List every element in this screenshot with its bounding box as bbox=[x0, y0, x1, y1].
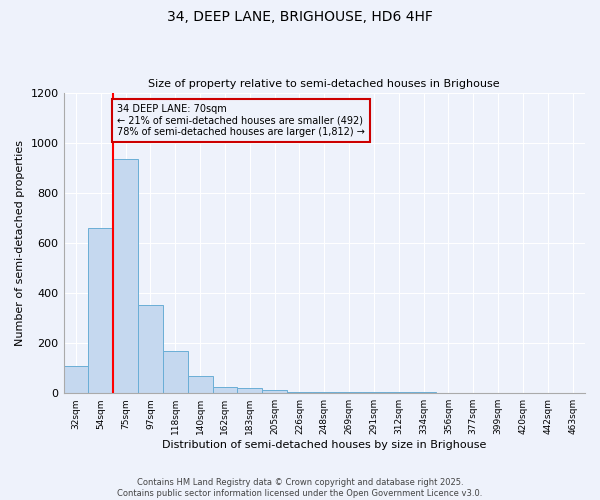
Bar bbox=[188, 376, 212, 393]
Text: 34, DEEP LANE, BRIGHOUSE, HD6 4HF: 34, DEEP LANE, BRIGHOUSE, HD6 4HF bbox=[167, 10, 433, 24]
Bar bbox=[287, 392, 312, 393]
Bar bbox=[411, 392, 436, 393]
Bar bbox=[163, 351, 188, 393]
Bar bbox=[362, 392, 386, 393]
Bar bbox=[212, 387, 238, 393]
Bar bbox=[64, 366, 88, 393]
Bar bbox=[113, 159, 138, 393]
Text: Contains HM Land Registry data © Crown copyright and database right 2025.
Contai: Contains HM Land Registry data © Crown c… bbox=[118, 478, 482, 498]
Bar bbox=[88, 228, 113, 393]
Bar bbox=[238, 388, 262, 393]
Bar bbox=[262, 390, 287, 393]
Title: Size of property relative to semi-detached houses in Brighouse: Size of property relative to semi-detach… bbox=[148, 79, 500, 89]
Bar bbox=[312, 392, 337, 393]
Text: 34 DEEP LANE: 70sqm
← 21% of semi-detached houses are smaller (492)
78% of semi-: 34 DEEP LANE: 70sqm ← 21% of semi-detach… bbox=[117, 104, 365, 137]
X-axis label: Distribution of semi-detached houses by size in Brighouse: Distribution of semi-detached houses by … bbox=[162, 440, 487, 450]
Y-axis label: Number of semi-detached properties: Number of semi-detached properties bbox=[15, 140, 25, 346]
Bar bbox=[386, 392, 411, 393]
Bar bbox=[138, 305, 163, 393]
Bar bbox=[337, 392, 362, 393]
